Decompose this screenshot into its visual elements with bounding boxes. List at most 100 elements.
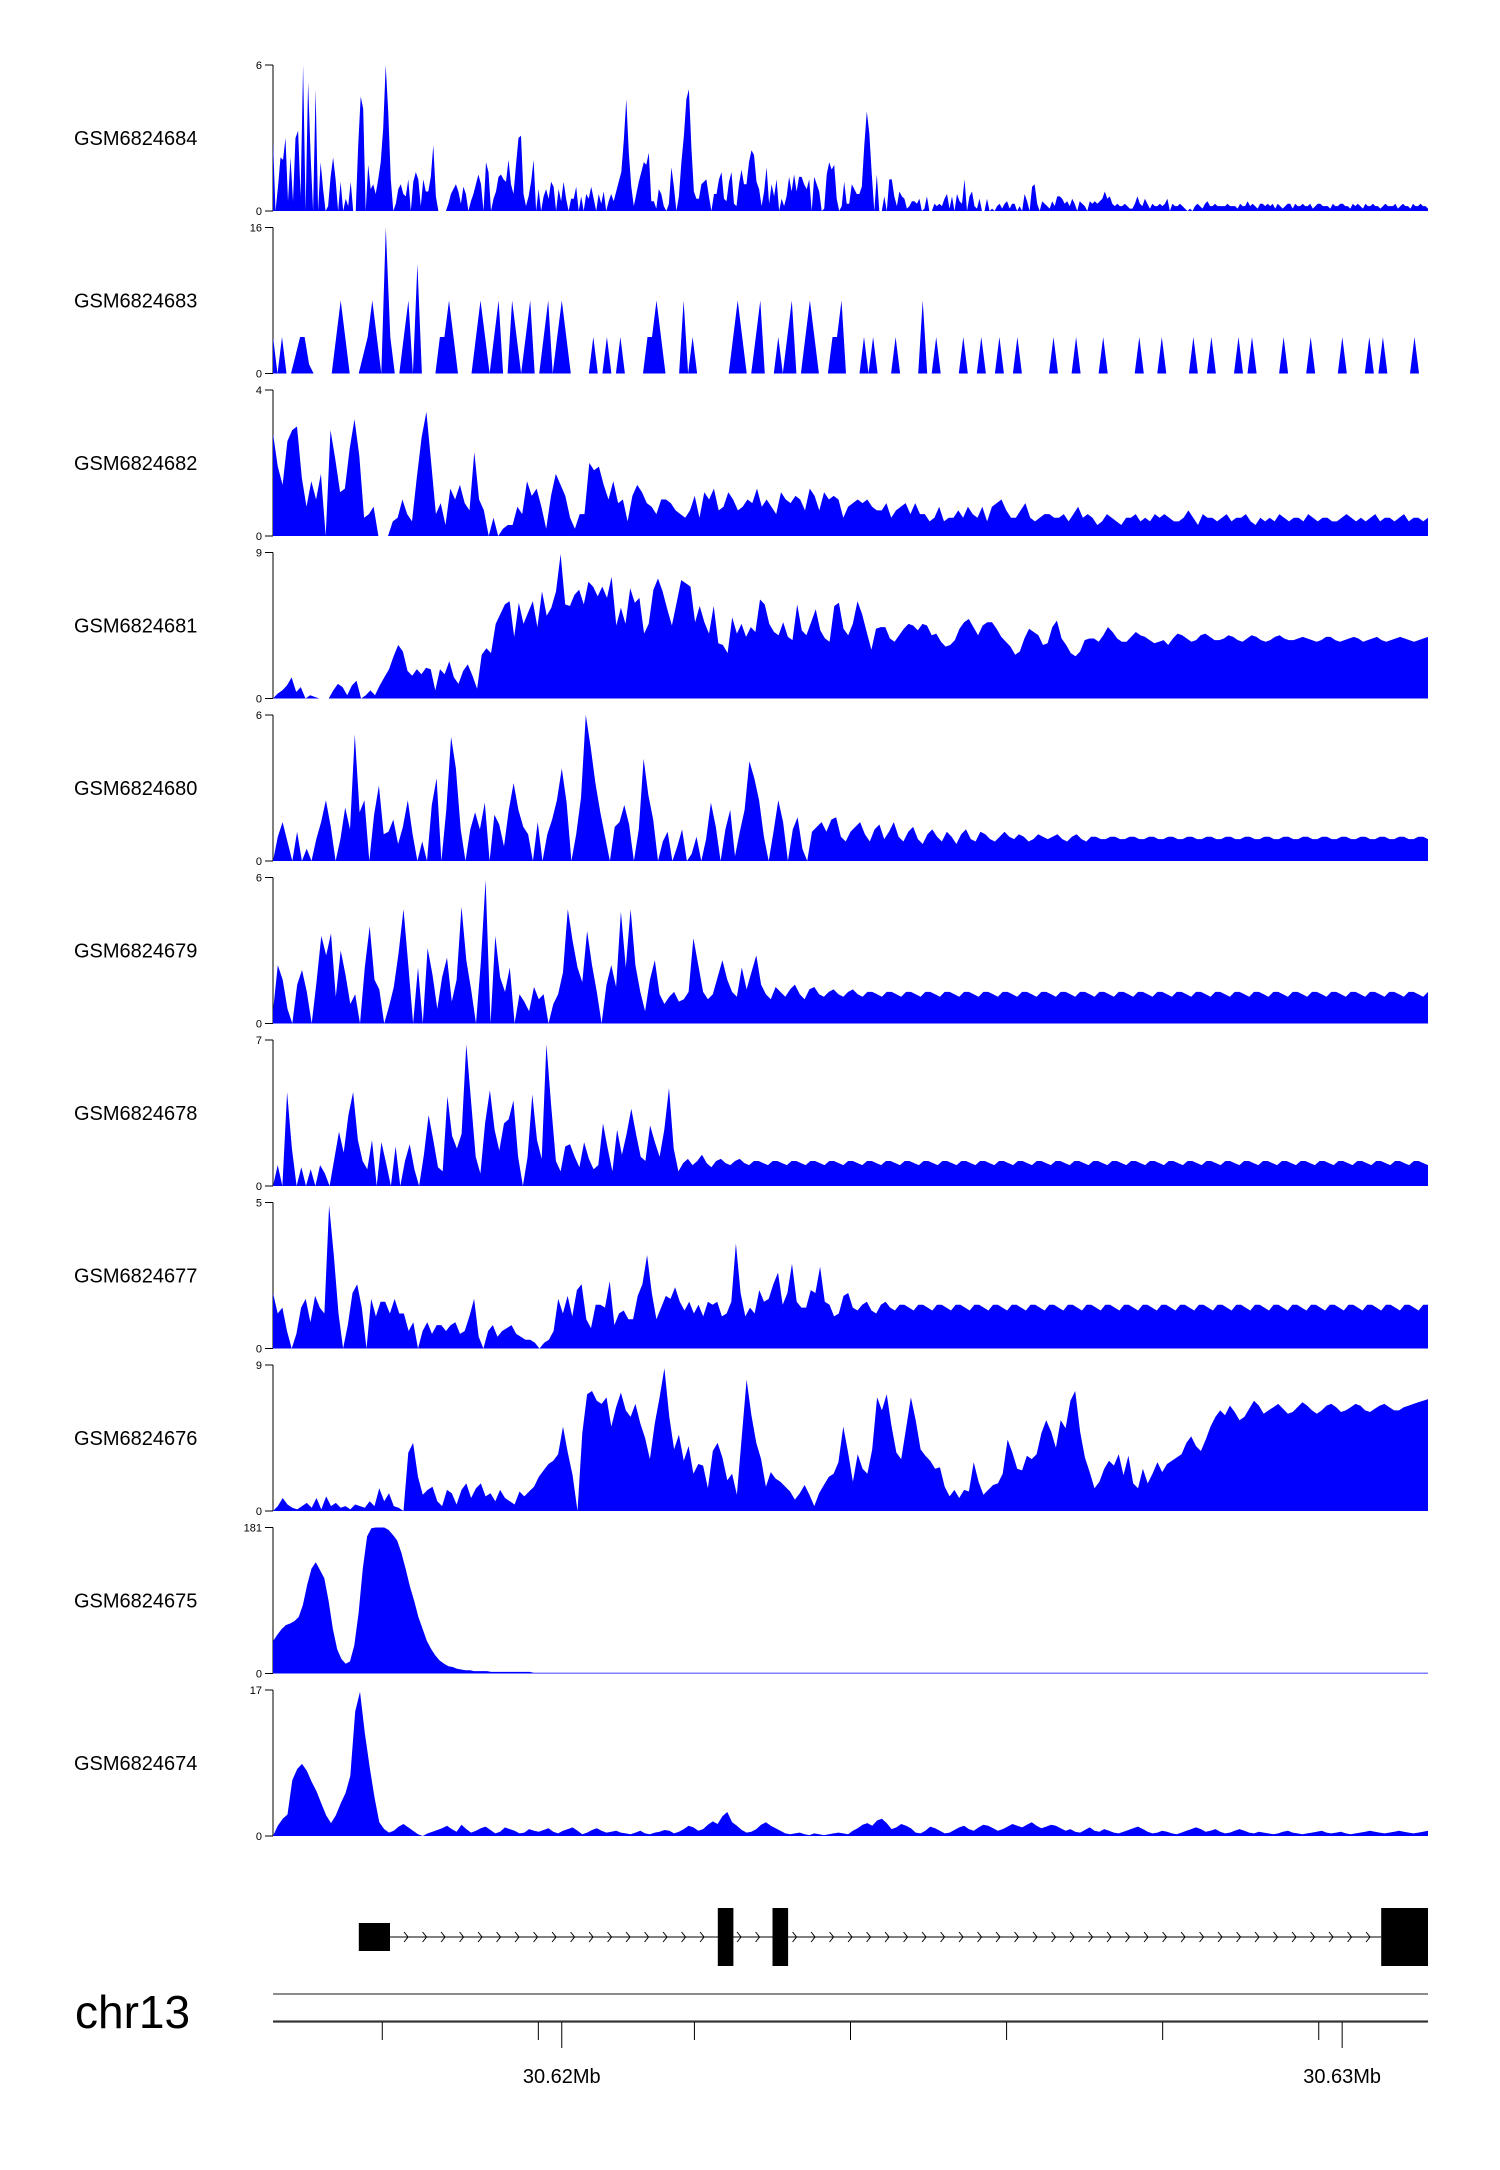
track-GSM6824675: GSM6824675 181 0 <box>74 1523 1428 1681</box>
strand-arrow <box>1254 1931 1260 1943</box>
coverage-area <box>273 879 1428 1024</box>
track-y-min-label: 0 <box>256 1344 262 1356</box>
track-y-max-label: 17 <box>250 1685 262 1697</box>
strand-arrow <box>422 1931 428 1943</box>
strand-arrow <box>699 1931 705 1943</box>
coverage-area <box>273 1527 1428 1674</box>
strand-arrow <box>570 1931 576 1943</box>
strand-arrow <box>496 1931 502 1943</box>
track-label: GSM6824677 <box>74 1266 197 1288</box>
track-y-min-label: 0 <box>256 1181 262 1193</box>
chromosome-ideogram: chr13 <box>75 1986 1428 2038</box>
track-label: GSM6824682 <box>74 453 197 475</box>
coverage-area <box>273 227 1428 374</box>
track-GSM6824679: GSM6824679 6 0 <box>74 873 1428 1031</box>
strand-arrow <box>1069 1931 1075 1943</box>
strand-arrow <box>1014 1931 1020 1943</box>
coverage-area <box>273 1044 1428 1186</box>
strand-arrow <box>1199 1931 1205 1943</box>
track-label: GSM6824679 <box>74 941 197 963</box>
strand-arrow <box>1180 1931 1186 1943</box>
gene-exon-block <box>717 1908 734 1966</box>
strand-arrow <box>1310 1931 1316 1943</box>
strand-arrow <box>1143 1931 1149 1943</box>
track-GSM6824676: GSM6824676 9 0 <box>74 1360 1428 1518</box>
coverage-area <box>273 1691 1428 1836</box>
coverage-area <box>273 1205 1428 1349</box>
gene-utr-block <box>1381 1908 1428 1966</box>
strand-arrow <box>1051 1931 1057 1943</box>
coverage-area <box>273 554 1428 699</box>
strand-arrow <box>681 1931 687 1943</box>
track-label: GSM6824681 <box>74 616 197 638</box>
track-y-min-label: 0 <box>256 1831 262 1843</box>
strand-arrow <box>1347 1931 1353 1943</box>
genome-axis: 30.62Mb 30.63Mb <box>273 2021 1428 2088</box>
track-label: GSM6824684 <box>74 128 197 150</box>
coverage-area <box>273 65 1428 211</box>
strand-arrow <box>829 1931 835 1943</box>
coverage-tracks: GSM682468460GSM6824683160GSM682468240GSM… <box>74 60 1428 1843</box>
x-axis-tick-label: 30.62Mb <box>523 2066 601 2088</box>
track-GSM6824682: GSM6824682 4 0 <box>74 385 1428 543</box>
track-GSM6824683: GSM6824683 16 0 <box>74 223 1428 381</box>
track-label: GSM6824678 <box>74 1103 197 1125</box>
strand-arrow <box>847 1931 853 1943</box>
strand-arrow <box>1125 1931 1131 1943</box>
strand-arrow <box>551 1931 557 1943</box>
strand-arrow <box>533 1931 539 1943</box>
track-y-max-label: 5 <box>256 1198 262 1210</box>
strand-arrow <box>921 1931 927 1943</box>
strand-arrow <box>625 1931 631 1943</box>
strand-arrow <box>903 1931 909 1943</box>
strand-arrow <box>940 1931 946 1943</box>
strand-arrow <box>810 1931 816 1943</box>
gene-model <box>358 1908 1428 1966</box>
coverage-area <box>273 715 1428 861</box>
strand-arrow <box>403 1931 409 1943</box>
strand-arrow <box>736 1931 742 1943</box>
track-GSM6824680: GSM6824680 6 0 <box>74 710 1428 868</box>
strand-arrow <box>792 1931 798 1943</box>
track-y-max-label: 4 <box>256 385 262 397</box>
track-y-max-label: 6 <box>256 60 262 72</box>
strand-arrow <box>1217 1931 1223 1943</box>
strand-arrow <box>977 1931 983 1943</box>
strand-arrow <box>588 1931 594 1943</box>
strand-arrow <box>995 1931 1001 1943</box>
track-y-max-label: 181 <box>244 1523 262 1535</box>
track-y-min-label: 0 <box>256 856 262 868</box>
strand-arrow <box>644 1931 650 1943</box>
track-GSM6824678: GSM6824678 7 0 <box>74 1035 1428 1193</box>
track-y-max-label: 6 <box>256 873 262 885</box>
track-y-min-label: 0 <box>256 1669 262 1681</box>
strand-arrow <box>477 1931 483 1943</box>
strand-arrow <box>1088 1931 1094 1943</box>
strand-arrow <box>1162 1931 1168 1943</box>
strand-arrow <box>1273 1931 1279 1943</box>
strand-arrow <box>607 1931 613 1943</box>
track-label: GSM6824674 <box>74 1753 197 1775</box>
track-label: GSM6824680 <box>74 778 197 800</box>
track-y-min-label: 0 <box>256 531 262 543</box>
strand-arrow <box>1032 1931 1038 1943</box>
gene-utr-block <box>358 1923 390 1951</box>
strand-arrow <box>1236 1931 1242 1943</box>
strand-arrow <box>866 1931 872 1943</box>
track-label: GSM6824683 <box>74 291 197 313</box>
track-y-max-label: 7 <box>256 1035 262 1047</box>
strand-arrow <box>1106 1931 1112 1943</box>
strand-arrow <box>755 1931 761 1943</box>
track-label: GSM6824675 <box>74 1591 197 1613</box>
strand-arrow <box>440 1931 446 1943</box>
strand-arrow <box>1328 1931 1334 1943</box>
track-label: GSM6824676 <box>74 1428 197 1450</box>
track-y-min-label: 0 <box>256 206 262 218</box>
gene-exon-block <box>772 1908 789 1966</box>
strand-arrow <box>884 1931 890 1943</box>
track-GSM6824684: GSM6824684 6 0 <box>74 60 1428 218</box>
track-GSM6824681: GSM6824681 9 0 <box>74 548 1428 706</box>
strand-arrow <box>514 1931 520 1943</box>
strand-arrow <box>1291 1931 1297 1943</box>
